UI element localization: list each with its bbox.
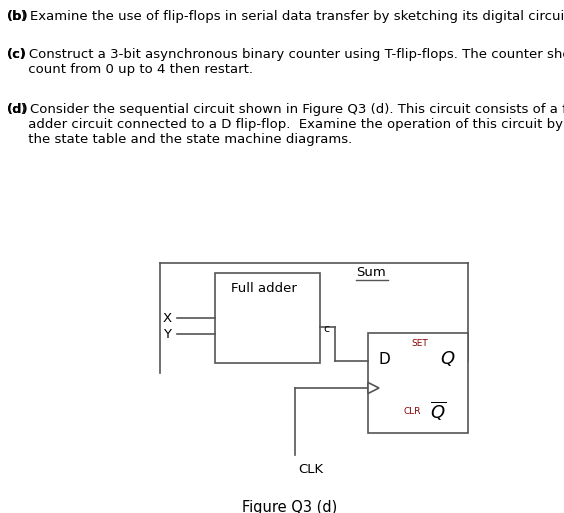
Text: $\overline{Q}$: $\overline{Q}$ <box>430 400 446 422</box>
Text: X: X <box>163 311 172 325</box>
Text: (b) Examine the use of flip-flops in serial data transfer by sketching its digit: (b) Examine the use of flip-flops in ser… <box>7 10 564 23</box>
Text: SET: SET <box>411 339 428 347</box>
Text: Y: Y <box>163 327 171 341</box>
Text: CLK: CLK <box>298 463 323 476</box>
Text: (d) Consider the sequential circuit shown in Figure Q3 (d). This circuit consist: (d) Consider the sequential circuit show… <box>7 103 564 116</box>
Text: Figure Q3 (d): Figure Q3 (d) <box>243 500 338 513</box>
Text: (c) Construct a 3-bit asynchronous binary counter using T-flip-flops. The counte: (c) Construct a 3-bit asynchronous binar… <box>7 48 564 61</box>
Bar <box>368 333 468 433</box>
Text: c: c <box>323 324 329 334</box>
Text: Sum: Sum <box>356 266 386 279</box>
Text: (b): (b) <box>7 10 29 23</box>
Text: count from 0 up to 4 then restart.: count from 0 up to 4 then restart. <box>7 63 253 76</box>
Polygon shape <box>368 383 379 393</box>
Text: adder circuit connected to a D flip-flop.  Examine the operation of this circuit: adder circuit connected to a D flip-flop… <box>7 118 564 131</box>
Text: (d): (d) <box>7 103 29 116</box>
Text: Q: Q <box>440 350 454 368</box>
Text: the state table and the state machine diagrams.: the state table and the state machine di… <box>7 133 352 146</box>
Text: CLR: CLR <box>404 406 421 416</box>
Text: D: D <box>378 351 390 366</box>
Text: Full adder: Full adder <box>231 283 297 295</box>
Text: (c): (c) <box>7 48 27 61</box>
Bar <box>215 273 320 363</box>
